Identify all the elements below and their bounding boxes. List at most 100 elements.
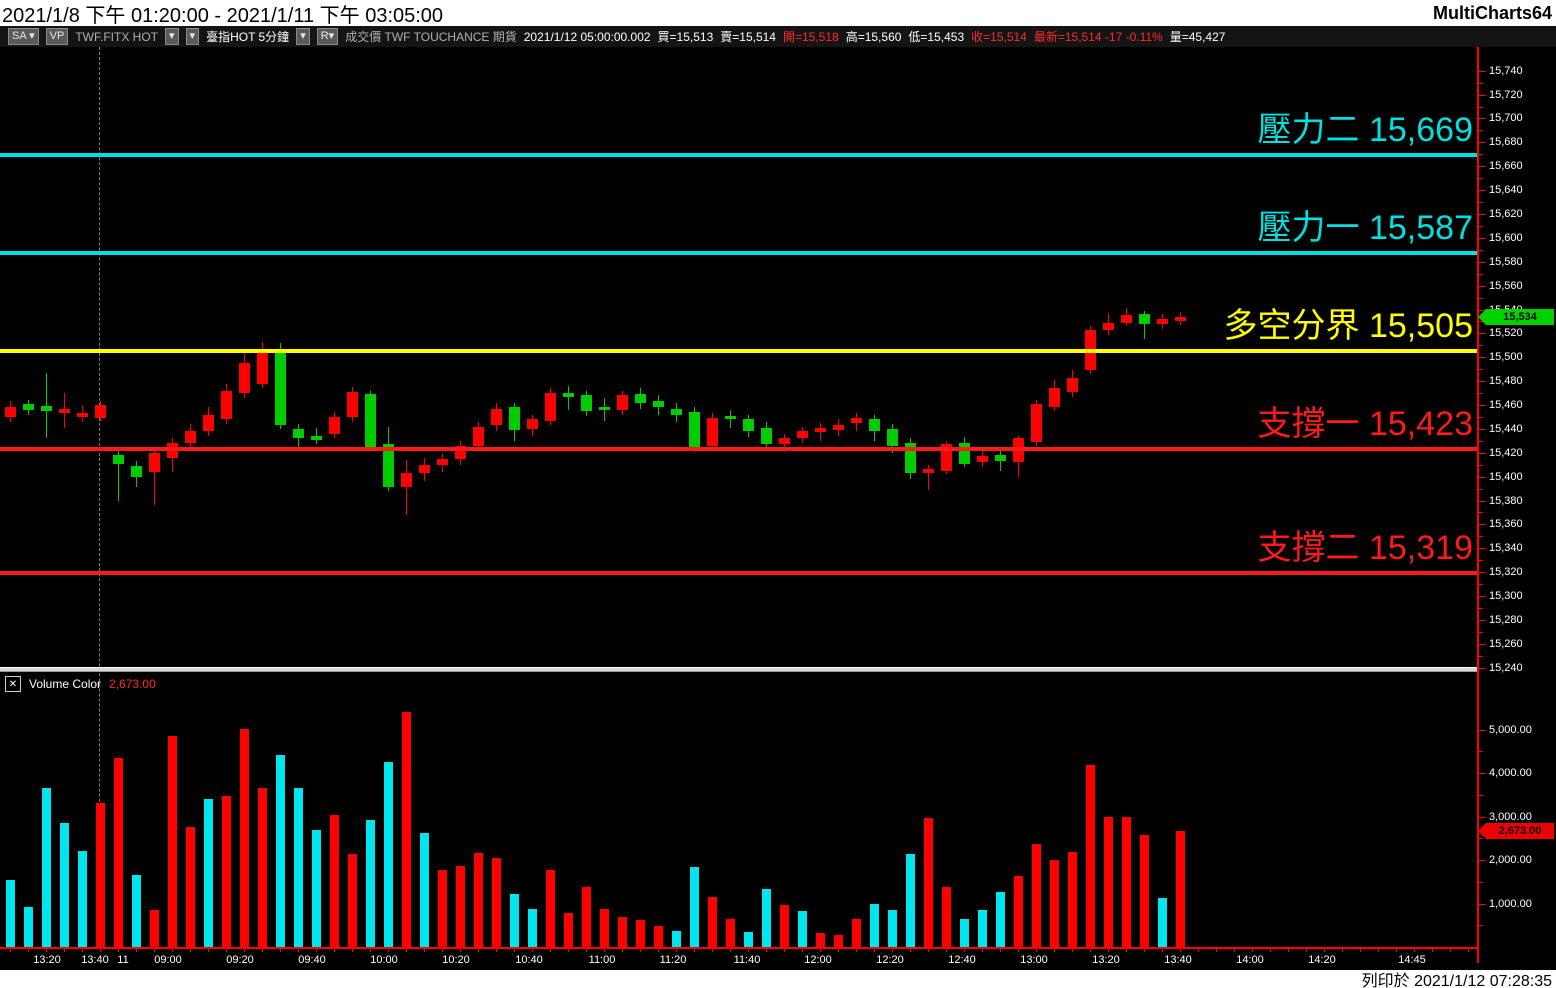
candle[interactable] (761, 427, 772, 445)
candle[interactable] (401, 473, 412, 488)
volume-bar[interactable] (168, 736, 177, 947)
candle[interactable] (41, 406, 52, 411)
volume-bar[interactable] (978, 909, 987, 947)
level-line-support-2[interactable] (0, 571, 1477, 576)
volume-bar[interactable] (132, 874, 141, 947)
candle[interactable] (1103, 322, 1114, 330)
candle[interactable] (977, 456, 988, 463)
candle[interactable] (5, 407, 16, 417)
candle[interactable] (815, 427, 826, 433)
volume-bar[interactable] (150, 910, 159, 947)
level-line-resistance-2[interactable] (0, 153, 1477, 158)
volume-bar[interactable] (420, 833, 429, 947)
level-line-resistance-1[interactable] (0, 251, 1477, 256)
level-line-support-1[interactable] (0, 447, 1477, 452)
candle[interactable] (1139, 314, 1150, 324)
volume-bar[interactable] (1140, 835, 1149, 947)
volume-bar[interactable] (6, 880, 15, 947)
volume-bar[interactable] (24, 906, 33, 947)
candle[interactable] (59, 408, 70, 414)
volume-bar[interactable] (960, 918, 969, 947)
volume-bar[interactable] (654, 926, 663, 947)
volume-bar[interactable] (1050, 860, 1059, 947)
candle[interactable] (923, 469, 934, 474)
volume-bar[interactable] (366, 820, 375, 947)
volume-bar[interactable] (348, 853, 357, 947)
candle[interactable] (221, 390, 232, 420)
candle[interactable] (617, 395, 628, 410)
volume-bar[interactable] (204, 798, 213, 947)
candle[interactable] (113, 455, 124, 464)
volume-bar[interactable] (762, 888, 771, 947)
volume-bar[interactable] (744, 931, 753, 947)
volume-bar[interactable] (546, 870, 555, 947)
candle[interactable] (689, 412, 700, 447)
candle[interactable] (743, 419, 754, 432)
volume-bar[interactable] (42, 788, 51, 947)
volume-bar[interactable] (60, 822, 69, 947)
volume-bar[interactable] (1176, 830, 1185, 947)
candle[interactable] (1157, 319, 1168, 324)
volume-bar[interactable] (726, 918, 735, 947)
price-axis[interactable] (1477, 47, 1556, 963)
volume-bar[interactable] (906, 854, 915, 947)
candle[interactable] (185, 431, 196, 444)
candle[interactable] (779, 438, 790, 445)
volume-bar[interactable] (996, 891, 1005, 947)
sa-button[interactable]: SA ▾ (8, 28, 39, 45)
volume-bar[interactable] (870, 904, 879, 947)
volume-bar[interactable] (564, 913, 573, 947)
volume-bar[interactable] (816, 932, 825, 947)
candle[interactable] (347, 391, 358, 417)
candle[interactable] (797, 431, 808, 439)
volume-bar[interactable] (456, 866, 465, 947)
volume-bar[interactable] (852, 919, 861, 947)
volume-bar[interactable] (78, 851, 87, 947)
volume-bar[interactable] (528, 908, 537, 947)
volume-bar[interactable] (312, 830, 321, 947)
volume-bar[interactable] (114, 757, 123, 947)
pane-splitter[interactable] (0, 667, 1556, 672)
volume-bar[interactable] (402, 712, 411, 947)
volume-bar[interactable] (384, 762, 393, 947)
candle[interactable] (635, 394, 646, 403)
candle[interactable] (311, 436, 322, 440)
level-line-pivot[interactable] (0, 349, 1477, 354)
series-dropdown[interactable]: ▾ (296, 28, 310, 45)
candle[interactable] (995, 455, 1006, 462)
volume-bar[interactable] (1086, 765, 1095, 947)
volume-bar[interactable] (834, 935, 843, 947)
volume-bar[interactable] (240, 728, 249, 947)
candle[interactable] (257, 350, 268, 384)
candle[interactable] (149, 452, 160, 472)
candle[interactable] (833, 425, 844, 431)
volume-bar[interactable] (276, 754, 285, 947)
candle[interactable] (383, 444, 394, 488)
candle[interactable] (581, 395, 592, 411)
candle[interactable] (1031, 403, 1042, 443)
chart-area[interactable]: 壓力二 15,669 壓力一 15,587 多空分界 15,505 支撐一 15,42… (0, 47, 1556, 970)
volume-bar[interactable] (672, 930, 681, 947)
volume-bar[interactable] (1104, 816, 1113, 947)
candle[interactable] (473, 426, 484, 446)
volume-bar[interactable] (186, 826, 195, 947)
volume-bar[interactable] (888, 910, 897, 947)
interval-dropdown[interactable]: ▾ (185, 28, 200, 45)
volume-bar[interactable] (582, 886, 591, 947)
volume-bar[interactable] (1068, 852, 1077, 947)
candle[interactable] (275, 352, 286, 426)
candle[interactable] (725, 415, 736, 420)
candle[interactable] (1121, 315, 1132, 323)
candle[interactable] (545, 393, 556, 421)
candle[interactable] (419, 464, 430, 474)
volume-bar[interactable] (1014, 876, 1023, 947)
vp-button[interactable]: VP (45, 28, 69, 45)
volume-bar[interactable] (942, 886, 951, 947)
candle[interactable] (671, 408, 682, 415)
candle[interactable] (851, 418, 862, 423)
volume-bar[interactable] (924, 818, 933, 947)
volume-bar[interactable] (600, 908, 609, 947)
candle[interactable] (563, 393, 574, 397)
symbol-dropdown[interactable]: ▾ (165, 28, 179, 45)
candle[interactable] (23, 403, 34, 410)
